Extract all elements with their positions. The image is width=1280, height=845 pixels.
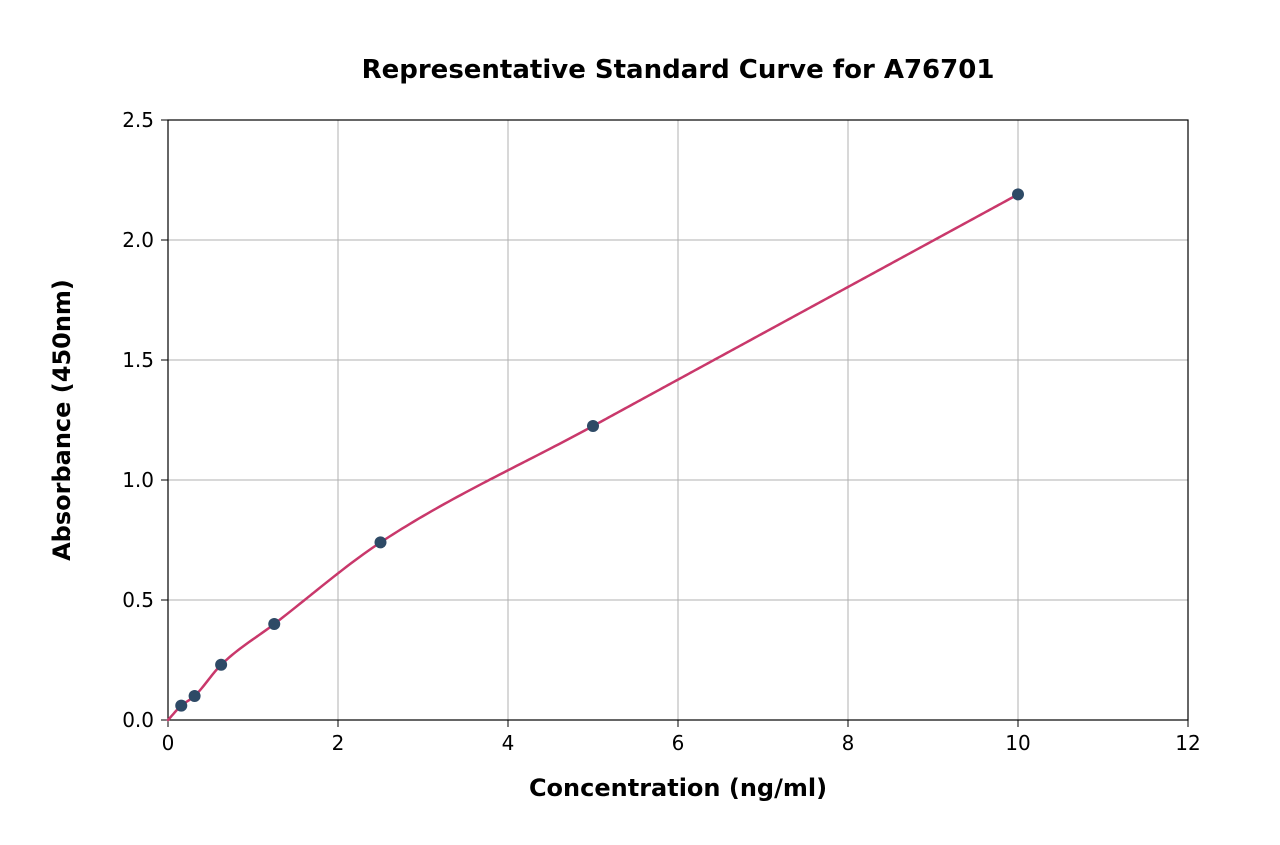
data-point xyxy=(1012,188,1024,200)
data-point xyxy=(175,700,187,712)
data-point xyxy=(587,420,599,432)
y-axis-label: Absorbance (450nm) xyxy=(48,279,76,561)
data-point xyxy=(268,618,280,630)
xtick-label: 10 xyxy=(1005,731,1030,755)
ytick-label: 0.0 xyxy=(122,708,154,732)
xtick-label: 4 xyxy=(502,731,515,755)
data-point xyxy=(375,536,387,548)
xtick-label: 6 xyxy=(672,731,685,755)
chart-background xyxy=(0,0,1280,845)
xtick-label: 8 xyxy=(842,731,855,755)
ytick-label: 1.5 xyxy=(122,348,154,372)
data-point xyxy=(215,659,227,671)
chart-svg: 0 2 4 6 8 10 12 0.0 0.5 1.0 1.5 2.0 2.5 Representativ… xyxy=(0,0,1280,845)
xtick-label: 2 xyxy=(332,731,345,755)
x-axis-label: Concentration (ng/ml) xyxy=(529,774,827,802)
chart-title: Representative Standard Curve for A76701 xyxy=(362,55,995,85)
xtick-label: 0 xyxy=(162,731,175,755)
data-point xyxy=(189,690,201,702)
xtick-label: 12 xyxy=(1175,731,1200,755)
ytick-label: 0.5 xyxy=(122,588,154,612)
ytick-label: 1.0 xyxy=(122,468,154,492)
chart-container: 0 2 4 6 8 10 12 0.0 0.5 1.0 1.5 2.0 2.5 Representativ… xyxy=(0,0,1280,845)
ytick-label: 2.0 xyxy=(122,228,154,252)
ytick-label: 2.5 xyxy=(122,108,154,132)
